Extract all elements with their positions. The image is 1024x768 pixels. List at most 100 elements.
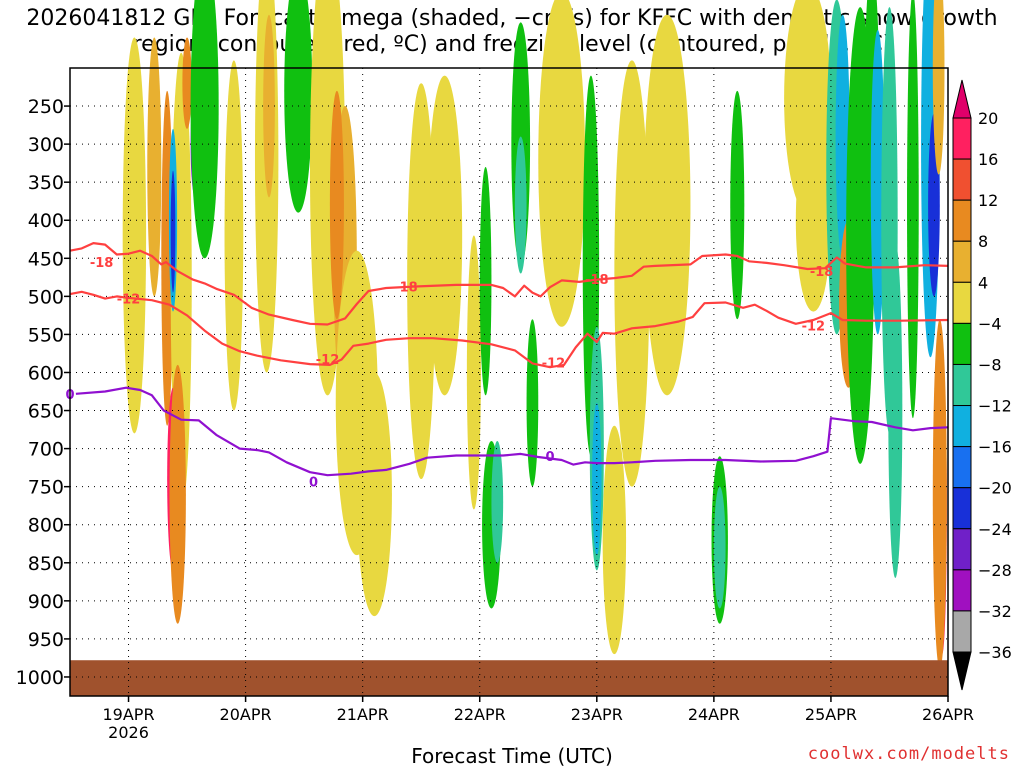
- axes-layer: 250 300 350 400 450 500 550 600 650 700 750 800 850 9…: [16, 96, 974, 742]
- contour-label: -18: [585, 273, 609, 288]
- plot-frame: [69, 67, 949, 697]
- omega-cell: [224, 60, 244, 411]
- contour-line: [69, 290, 949, 369]
- x-tick-label: 21APR: [337, 705, 389, 724]
- colorbar-box: [952, 487, 972, 530]
- omega-cell: [538, 0, 586, 327]
- y-tick-label: 800: [28, 515, 64, 537]
- contour-label: -12: [542, 357, 566, 372]
- omega-cell: [643, 14, 691, 396]
- omega-cell: [356, 372, 392, 617]
- omega-cell: [932, 319, 947, 670]
- x-axis-label: Forecast Time (UTC): [411, 744, 613, 768]
- colorbar-box: [952, 281, 972, 324]
- omega-cell: [514, 136, 527, 274]
- colorbar-box: [952, 158, 972, 201]
- omega-cell: [427, 75, 463, 396]
- credit-link[interactable]: coolwx.com/modelts: [807, 744, 1010, 764]
- colorbar-box: [952, 569, 972, 612]
- colorbar-top-arrow: [952, 79, 972, 119]
- omega-cell: [190, 0, 219, 259]
- y-tick-label: 500: [28, 286, 64, 308]
- y-tick-label: 250: [28, 96, 64, 118]
- colorbar-label: −8: [978, 355, 1002, 374]
- contour-label: -18: [90, 256, 114, 271]
- omega-cell: [182, 37, 192, 129]
- colorbar-label: −16: [978, 438, 1012, 457]
- colorbar-box: [952, 363, 972, 407]
- x-tick-label: 19APR: [102, 705, 154, 724]
- y-tick-label: 1000: [16, 667, 64, 689]
- colorbar-box: [952, 446, 972, 489]
- contour-line: [69, 242, 949, 326]
- contour-label: 0: [309, 475, 318, 490]
- colorbar-label: 4: [978, 273, 988, 292]
- contour-label: -12: [316, 353, 340, 368]
- colorbar: 20 16 12 8 4 −4 −8 −12 −16 −20 −24 −28 −32 −36: [952, 79, 1012, 691]
- x-tick-label: 23APR: [571, 705, 623, 724]
- omega-cell: [329, 90, 344, 320]
- omega-cell: [147, 37, 162, 297]
- colorbar-label: −32: [978, 602, 1012, 621]
- omega-cell: [602, 425, 627, 655]
- colorbar-box: [952, 117, 972, 160]
- colorbar-label: −28: [978, 561, 1012, 580]
- y-tick-label: 750: [28, 477, 64, 499]
- x-tick-label: 25APR: [805, 705, 857, 724]
- colorbar-box: [952, 405, 972, 448]
- x-tick-sublabel: 2026: [108, 723, 149, 742]
- ground-layer: [70, 660, 948, 696]
- y-tick-label: 350: [28, 172, 64, 194]
- colorbar-box: [952, 528, 972, 571]
- contour-label: -12: [117, 293, 141, 308]
- colorbar-label: −24: [978, 520, 1012, 539]
- omega-cell: [835, 14, 850, 259]
- colorbar-label: −20: [978, 479, 1012, 498]
- omega-cell: [169, 364, 186, 624]
- contour-label: -18: [810, 265, 834, 280]
- contour-label: -12: [802, 319, 826, 334]
- y-tick-label: 950: [28, 629, 64, 651]
- contour-line: [75, 386, 949, 477]
- omega-cell: [592, 402, 602, 556]
- x-tick-label: 22APR: [454, 705, 506, 724]
- x-tick-label: 24APR: [688, 705, 740, 724]
- y-tick-label: 600: [28, 362, 64, 384]
- colorbar-box: [952, 322, 972, 365]
- x-tick-label: 26APR: [922, 705, 974, 724]
- omega-cell: [846, 7, 875, 464]
- grid-layer: [70, 68, 949, 696]
- colorbar-label: 8: [978, 232, 988, 251]
- omega-cell: [479, 166, 492, 396]
- colorbar-label: 16: [978, 150, 998, 169]
- colorbar-bottom-arrow: [952, 651, 972, 691]
- y-tick-label: 450: [28, 248, 64, 270]
- omega-cell: [730, 90, 745, 320]
- omega-cell: [170, 170, 176, 293]
- y-tick-label: 900: [28, 591, 64, 613]
- contour-label: -18: [394, 280, 418, 295]
- contour-label: 0: [545, 450, 554, 465]
- y-tick-label: 850: [28, 553, 64, 575]
- colorbar-label: −4: [978, 314, 1002, 333]
- omega-cell: [466, 235, 481, 510]
- x-tick-label: 20APR: [220, 705, 272, 724]
- y-tick-label: 700: [28, 439, 64, 461]
- y-tick-label: 400: [28, 210, 64, 232]
- omega-cell: [713, 486, 726, 609]
- plot-frame-layer: [69, 67, 949, 697]
- colorbar-label: 20: [978, 109, 998, 128]
- omega-cell: [263, 14, 275, 198]
- omega-shading-layer: [122, 0, 947, 670]
- colorbar-box: [952, 610, 972, 653]
- y-tick-label: 300: [28, 134, 64, 156]
- omega-cell: [122, 37, 147, 434]
- y-tick-label: 550: [28, 324, 64, 346]
- y-tick-label: 650: [28, 401, 64, 423]
- omega-cell: [614, 60, 650, 487]
- omega-cell: [491, 440, 504, 563]
- colorbar-label: −12: [978, 397, 1012, 416]
- colorbar-label: −36: [978, 643, 1012, 662]
- omega-cell: [526, 319, 539, 487]
